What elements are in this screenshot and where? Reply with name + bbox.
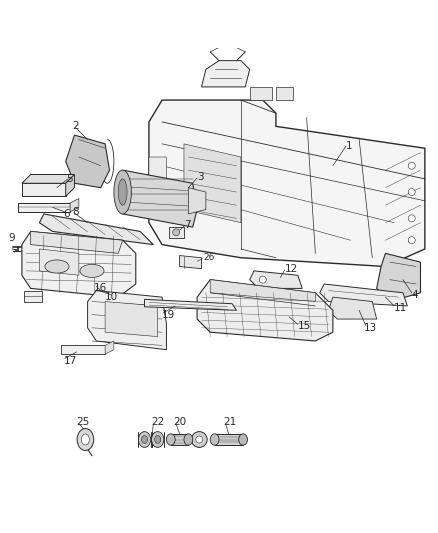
Circle shape: [408, 162, 415, 169]
Polygon shape: [377, 253, 420, 302]
Circle shape: [259, 276, 266, 283]
Circle shape: [196, 436, 203, 443]
Text: 16: 16: [94, 284, 107, 293]
Ellipse shape: [81, 434, 89, 445]
Text: 9: 9: [9, 233, 15, 243]
Polygon shape: [171, 434, 188, 445]
Text: 22: 22: [151, 417, 164, 427]
Circle shape: [408, 237, 415, 244]
Text: 11: 11: [394, 303, 407, 313]
Text: 1: 1: [346, 141, 353, 151]
Polygon shape: [39, 249, 79, 275]
Polygon shape: [201, 61, 250, 87]
Polygon shape: [70, 199, 79, 212]
Ellipse shape: [184, 434, 193, 445]
Polygon shape: [105, 302, 158, 336]
Text: 5: 5: [66, 174, 72, 184]
Text: 19: 19: [162, 310, 175, 320]
Ellipse shape: [239, 434, 247, 445]
Text: 25: 25: [77, 417, 90, 427]
Circle shape: [173, 229, 180, 236]
Ellipse shape: [152, 432, 164, 447]
Text: 6: 6: [64, 209, 70, 219]
Text: 20: 20: [173, 417, 186, 427]
Text: 4: 4: [412, 290, 418, 300]
Text: 8: 8: [72, 207, 79, 217]
Polygon shape: [66, 174, 74, 197]
Text: 10: 10: [105, 292, 118, 302]
Polygon shape: [320, 284, 407, 306]
Polygon shape: [18, 203, 70, 212]
Polygon shape: [328, 297, 377, 319]
Text: 13: 13: [364, 323, 377, 333]
Polygon shape: [66, 135, 110, 188]
Text: 17: 17: [64, 356, 77, 366]
Polygon shape: [145, 300, 237, 310]
Polygon shape: [276, 87, 293, 100]
Ellipse shape: [45, 260, 69, 273]
Polygon shape: [188, 188, 206, 214]
Text: 12: 12: [285, 264, 298, 273]
Polygon shape: [149, 157, 166, 209]
Polygon shape: [24, 290, 42, 302]
Text: 15: 15: [298, 321, 311, 330]
Polygon shape: [22, 174, 74, 183]
Ellipse shape: [141, 435, 148, 443]
Ellipse shape: [118, 179, 127, 205]
Text: 26: 26: [204, 253, 215, 262]
Text: 3: 3: [197, 172, 204, 182]
Polygon shape: [118, 170, 197, 227]
Circle shape: [408, 189, 415, 196]
Polygon shape: [31, 231, 123, 253]
Circle shape: [191, 432, 207, 447]
Polygon shape: [184, 144, 241, 223]
Polygon shape: [250, 87, 272, 100]
Polygon shape: [215, 434, 243, 445]
Ellipse shape: [114, 170, 131, 214]
Polygon shape: [105, 341, 114, 354]
Ellipse shape: [155, 435, 161, 443]
Ellipse shape: [210, 434, 219, 445]
Text: 2: 2: [72, 122, 79, 131]
Polygon shape: [61, 345, 105, 354]
Polygon shape: [39, 214, 153, 245]
Text: 21: 21: [223, 417, 237, 427]
Polygon shape: [22, 231, 136, 297]
Polygon shape: [210, 280, 315, 302]
Polygon shape: [250, 271, 302, 288]
Polygon shape: [22, 183, 66, 197]
Ellipse shape: [77, 429, 94, 450]
Polygon shape: [169, 227, 184, 238]
Polygon shape: [149, 100, 425, 266]
Ellipse shape: [166, 434, 175, 445]
Text: 7: 7: [184, 220, 191, 230]
Polygon shape: [180, 255, 201, 269]
Circle shape: [408, 215, 415, 222]
Polygon shape: [88, 290, 166, 350]
Polygon shape: [197, 280, 333, 341]
Ellipse shape: [80, 264, 104, 278]
Ellipse shape: [138, 432, 151, 447]
